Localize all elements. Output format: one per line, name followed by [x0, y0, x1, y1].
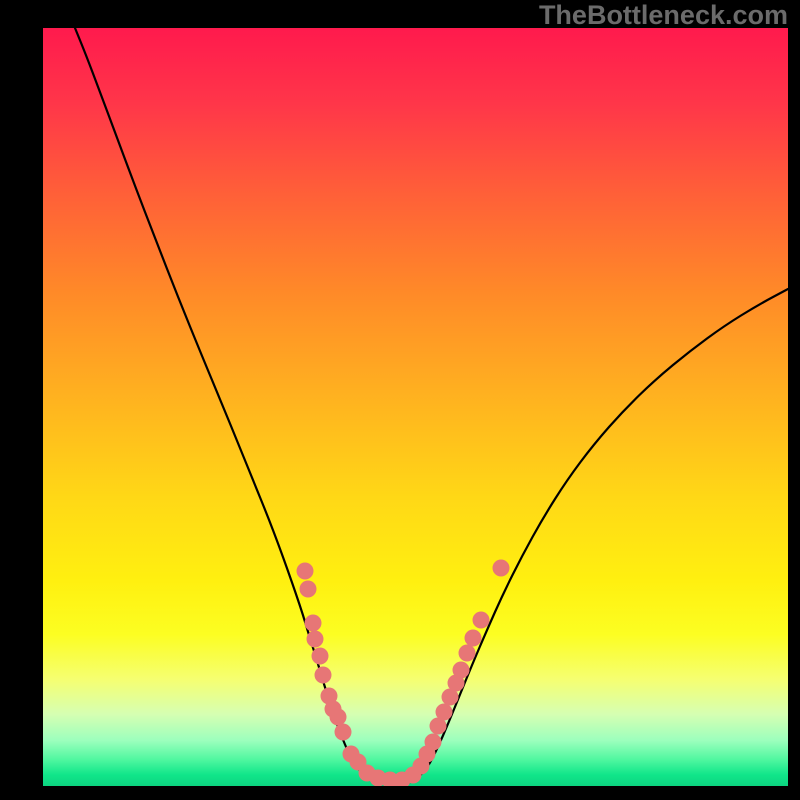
watermark-text: TheBottleneck.com: [539, 0, 788, 31]
bottleneck-chart: [0, 0, 800, 800]
chart-frame: TheBottleneck.com: [0, 0, 800, 800]
